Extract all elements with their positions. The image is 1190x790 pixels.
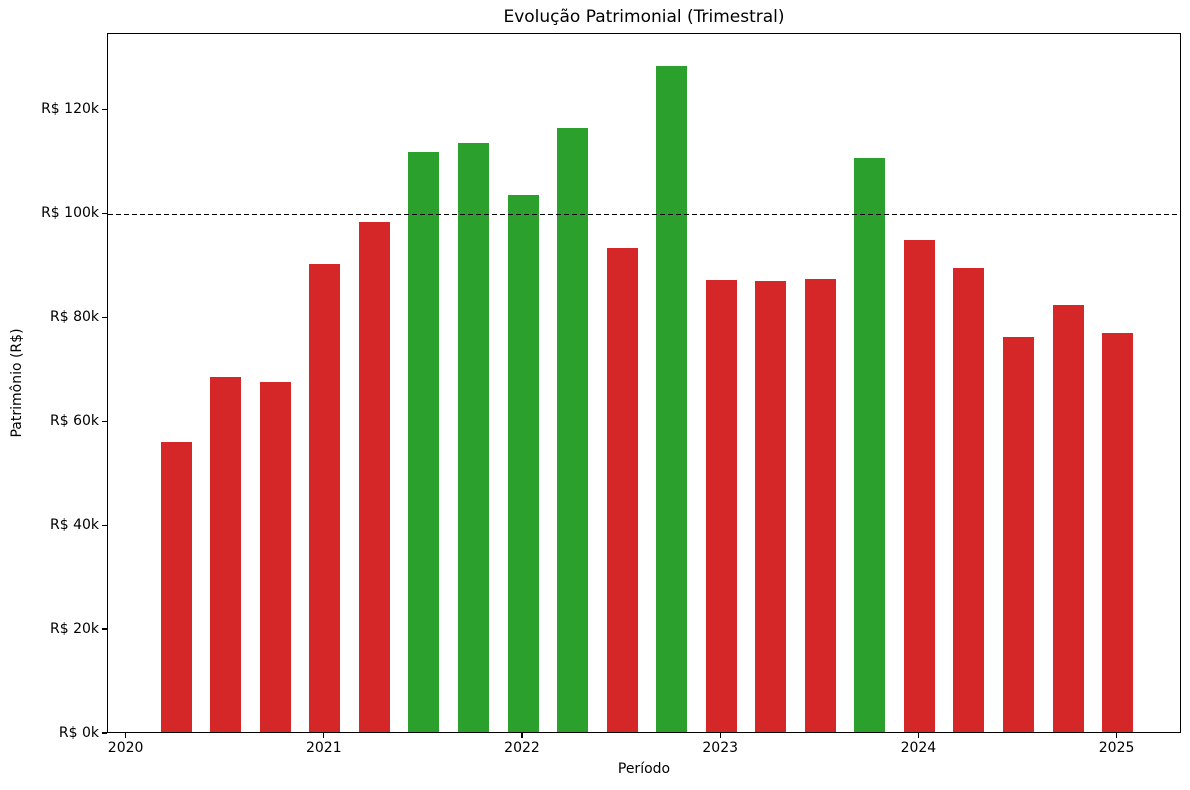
bar-2022Q3 xyxy=(656,65,688,732)
y-tick-mark xyxy=(102,420,107,422)
y-tick-mark xyxy=(102,108,107,110)
bar-2020Q1 xyxy=(160,442,192,732)
bar-2020Q3 xyxy=(259,382,291,732)
x-tick-label: 2021 xyxy=(305,740,342,756)
y-tick-mark xyxy=(102,316,107,318)
x-axis-label: Período xyxy=(617,761,671,777)
bar-2021Q1 xyxy=(358,221,390,732)
plot-area xyxy=(107,33,1181,733)
y-tick-label: R$ 100k xyxy=(41,205,99,222)
x-tick-mark xyxy=(323,733,325,738)
y-axis-label: Patrimônio (R$) xyxy=(9,328,25,438)
x-tick-label: 2024 xyxy=(900,740,937,756)
bar-2021Q4 xyxy=(507,194,539,732)
bar-2023Q3 xyxy=(854,157,886,732)
y-tick-label: R$ 20k xyxy=(49,621,99,638)
y-tick-mark xyxy=(102,732,107,734)
bar-2022Q2 xyxy=(606,247,638,732)
chart-title: Evolução Patrimonial (Trimestral) xyxy=(503,7,785,27)
bar-2020Q2 xyxy=(210,376,242,732)
y-tick-label: R$ 80k xyxy=(49,309,99,326)
y-tick-label: R$ 40k xyxy=(49,517,99,534)
x-tick-mark xyxy=(521,733,523,738)
y-tick-label: R$ 60k xyxy=(49,413,99,430)
bar-2023Q4 xyxy=(903,239,935,732)
bar-2021Q3 xyxy=(457,143,489,732)
bar-2024Q2 xyxy=(1002,337,1034,732)
bar-2022Q4 xyxy=(705,279,737,732)
x-tick-label: 2022 xyxy=(504,740,540,756)
y-tick-mark xyxy=(102,628,107,630)
bar-2022Q1 xyxy=(557,127,589,732)
x-tick-label: 2020 xyxy=(107,740,144,756)
x-tick-mark xyxy=(719,733,721,738)
threshold-line xyxy=(108,213,1180,216)
y-tick-label: R$ 0k xyxy=(58,725,99,741)
reference-line-layer xyxy=(108,34,1180,732)
y-tick-mark xyxy=(102,212,107,214)
bar-2023Q1 xyxy=(755,281,787,732)
x-tick-mark xyxy=(1115,733,1118,738)
bar-2024Q1 xyxy=(953,267,985,732)
x-tick-label: 2025 xyxy=(1098,740,1135,756)
bars-layer xyxy=(108,34,1180,732)
x-tick-mark xyxy=(125,733,127,738)
y-tick-label: R$ 120k xyxy=(41,101,99,118)
y-tick-mark xyxy=(102,524,107,526)
x-tick-label: 2023 xyxy=(702,740,739,756)
x-tick-mark xyxy=(917,733,919,738)
bar-2023Q2 xyxy=(804,279,836,732)
bar-2020Q4 xyxy=(309,264,341,732)
bar-2021Q2 xyxy=(408,152,440,732)
bar-2024Q4 xyxy=(1102,333,1134,732)
bar-2024Q3 xyxy=(1052,304,1084,732)
